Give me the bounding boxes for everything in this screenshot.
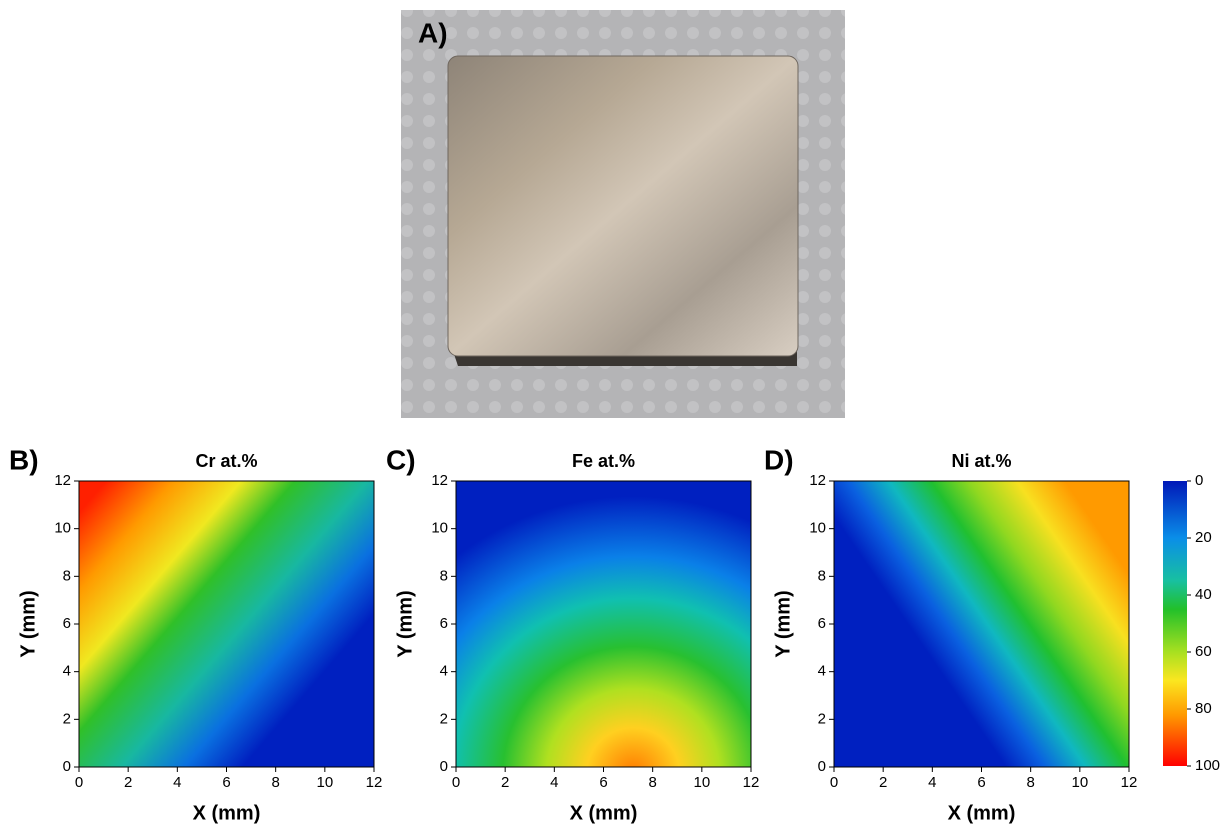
colorbar-tick-label: 0 xyxy=(1195,472,1203,489)
x-tick-label: 8 xyxy=(1026,774,1034,791)
y-tick-label: 0 xyxy=(818,758,826,775)
y-tick-label: 8 xyxy=(818,567,826,584)
y-tick-label: 4 xyxy=(818,663,826,680)
photo: A) xyxy=(401,10,845,418)
y-tick-label: 6 xyxy=(440,615,448,632)
x-tick-label: 4 xyxy=(550,774,558,791)
y-tick-label: 10 xyxy=(54,520,71,537)
chart-title: Cr at.% xyxy=(195,451,257,471)
x-tick-label: 2 xyxy=(501,774,509,791)
colorbar-tick-label: 80 xyxy=(1195,700,1212,717)
x-tick-label: 6 xyxy=(977,774,985,791)
y-axis-label: Y (mm) xyxy=(17,590,39,657)
colorbar-tick-label: 100 xyxy=(1195,757,1220,774)
panel-label: B) xyxy=(9,444,39,475)
x-tick-label: 6 xyxy=(599,774,607,791)
y-axis-label: Y (mm) xyxy=(394,590,416,657)
panel-label: A) xyxy=(418,17,448,48)
y-tick-label: 6 xyxy=(63,615,71,632)
x-tick-label: 2 xyxy=(124,774,132,791)
y-tick-label: 0 xyxy=(440,758,448,775)
x-tick-label: 12 xyxy=(1121,774,1138,791)
y-tick-label: 8 xyxy=(63,567,71,584)
x-axis-label: X (mm) xyxy=(948,802,1016,824)
x-tick-label: 10 xyxy=(693,774,710,791)
y-tick-label: 6 xyxy=(818,615,826,632)
y-tick-label: 2 xyxy=(818,710,826,727)
x-tick-label: 0 xyxy=(452,774,460,791)
contour-field xyxy=(834,481,1129,767)
y-tick-label: 12 xyxy=(54,472,71,489)
colorbar-tick-label: 20 xyxy=(1195,529,1212,546)
x-axis-label: X (mm) xyxy=(193,802,261,824)
y-tick-label: 8 xyxy=(440,567,448,584)
x-tick-label: 0 xyxy=(75,774,83,791)
colorbar-tick-label: 60 xyxy=(1195,643,1212,660)
colorbar-tick-label: 40 xyxy=(1195,586,1212,603)
x-tick-label: 2 xyxy=(879,774,887,791)
y-tick-label: 12 xyxy=(809,472,826,489)
x-tick-label: 4 xyxy=(173,774,181,791)
y-tick-label: 10 xyxy=(809,520,826,537)
y-axis-label: Y (mm) xyxy=(772,590,794,657)
y-tick-label: 12 xyxy=(431,472,448,489)
contour-field xyxy=(456,481,751,767)
x-tick-label: 12 xyxy=(366,774,383,791)
y-tick-label: 4 xyxy=(63,663,71,680)
panel-label: D) xyxy=(764,444,794,475)
y-tick-label: 10 xyxy=(431,520,448,537)
y-tick-label: 0 xyxy=(63,758,71,775)
panel-label: C) xyxy=(386,444,416,475)
x-tick-label: 4 xyxy=(928,774,936,791)
sample xyxy=(447,55,799,357)
colorbar xyxy=(1163,481,1187,766)
y-tick-label: 2 xyxy=(440,710,448,727)
x-tick-label: 10 xyxy=(1071,774,1088,791)
contour-field xyxy=(79,481,374,767)
x-tick-label: 8 xyxy=(648,774,656,791)
x-tick-label: 10 xyxy=(316,774,333,791)
x-tick-label: 8 xyxy=(271,774,279,791)
x-tick-label: 12 xyxy=(743,774,760,791)
y-tick-label: 2 xyxy=(63,710,71,727)
chart-title: Ni at.% xyxy=(951,451,1011,471)
x-axis-label: X (mm) xyxy=(570,802,638,824)
x-tick-label: 0 xyxy=(830,774,838,791)
x-tick-label: 6 xyxy=(222,774,230,791)
y-tick-label: 4 xyxy=(440,663,448,680)
chart-title: Fe at.% xyxy=(572,451,635,471)
